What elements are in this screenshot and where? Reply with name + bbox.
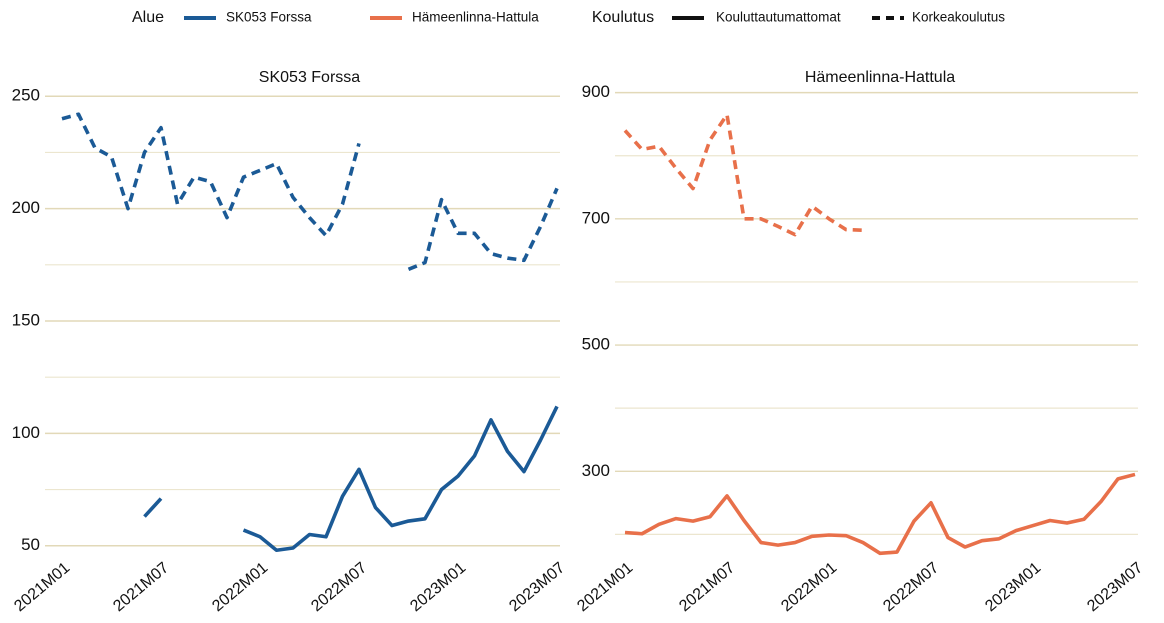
x-tick-label: 2023M07 [1084, 559, 1146, 615]
x-tick-label: 2021M07 [676, 559, 738, 615]
y-tick-label: 250 [12, 86, 40, 105]
x-tick-label: 2021M01 [574, 559, 636, 615]
legend-label: Hämeenlinna-Hattula [412, 10, 539, 25]
x-tick-label: 2021M07 [110, 559, 172, 615]
y-tick-label: 900 [582, 82, 610, 101]
legend-title: Alue [132, 9, 164, 26]
x-tick-label: 2022M07 [308, 559, 370, 615]
y-tick-label: 300 [582, 461, 610, 480]
chart-title: Hämeenlinna-Hattula [805, 69, 955, 86]
legend-label: Korkeakoulutus [912, 10, 1005, 25]
legend-title: Koulutus [592, 9, 654, 26]
y-tick-label: 700 [582, 208, 610, 227]
y-tick-label: 50 [21, 535, 40, 554]
x-tick-label: 2023M01 [982, 559, 1044, 615]
line-series [624, 472, 1136, 556]
y-tick-label: 150 [12, 310, 40, 329]
line-series [61, 112, 559, 271]
legend-label: SK053 Forssa [226, 10, 312, 25]
x-tick-label: 2021M01 [11, 559, 73, 615]
x-tick-label: 2023M01 [407, 559, 469, 615]
y-tick-label: 500 [582, 335, 610, 354]
x-tick-label: 2022M01 [778, 559, 840, 615]
x-tick-label: 2022M01 [209, 559, 271, 615]
line-series [623, 112, 864, 237]
x-tick-label: 2022M07 [880, 559, 942, 615]
y-tick-label: 200 [12, 198, 40, 217]
legend-label: Kouluttautumattomat [716, 10, 841, 25]
y-tick-label: 100 [12, 423, 40, 442]
line-series [143, 405, 559, 553]
chart-title: SK053 Forssa [259, 69, 360, 86]
x-tick-label: 2023M07 [506, 559, 568, 615]
